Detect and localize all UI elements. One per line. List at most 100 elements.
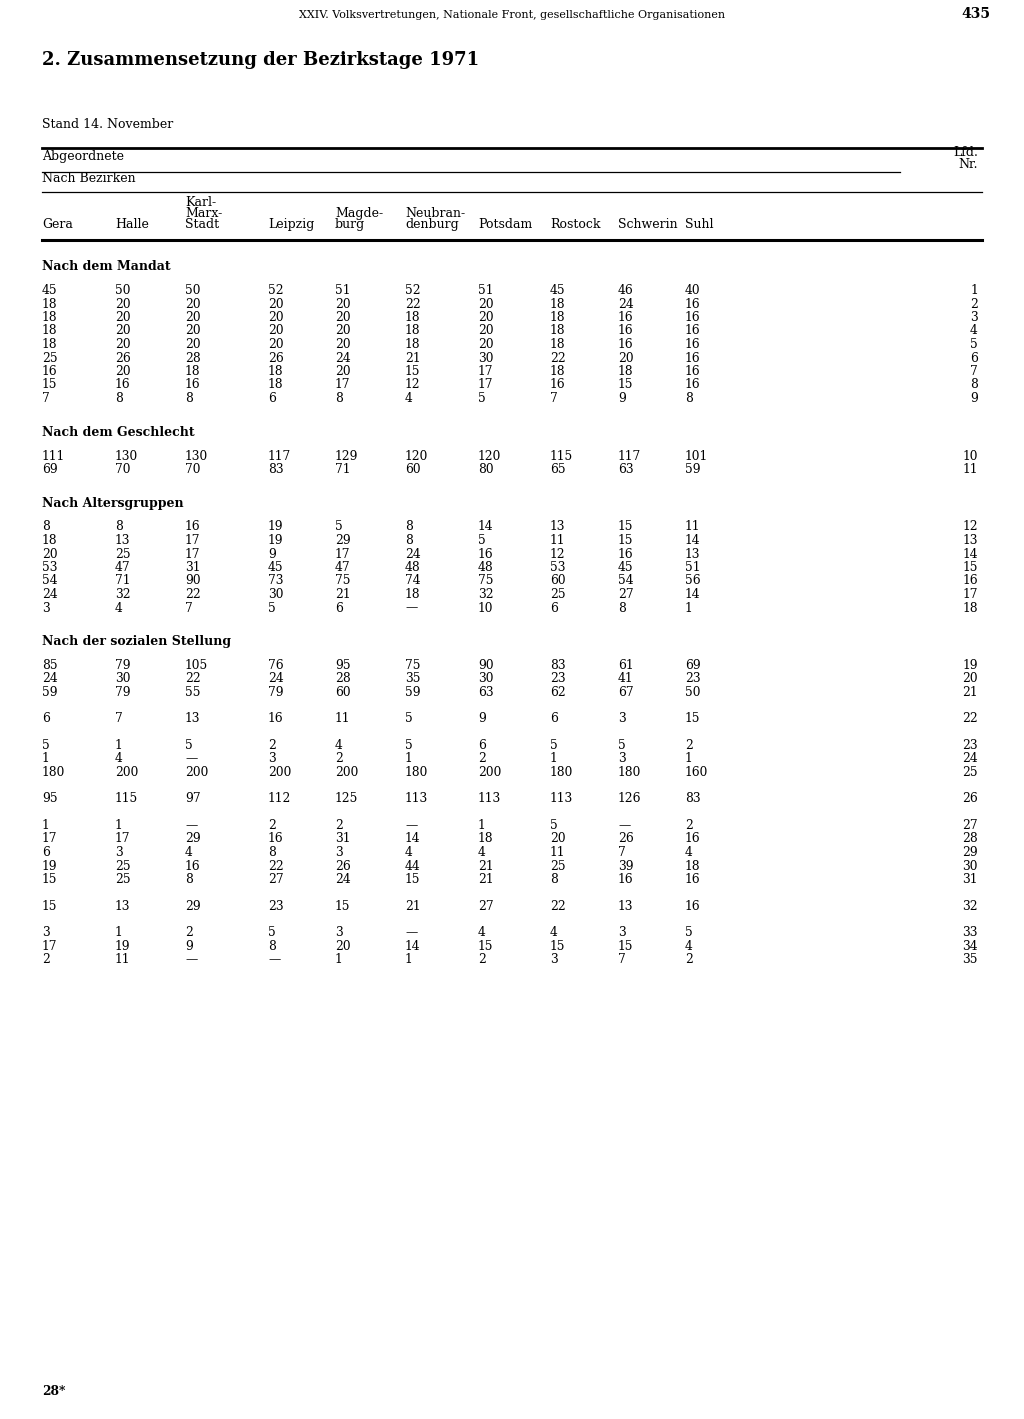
Text: 45: 45 (268, 561, 284, 575)
Text: 2: 2 (185, 927, 193, 939)
Text: 1: 1 (115, 819, 123, 832)
Text: 4: 4 (115, 752, 123, 765)
Text: 52: 52 (268, 284, 284, 297)
Text: 53: 53 (550, 561, 565, 575)
Text: 9: 9 (185, 939, 193, 952)
Text: 21: 21 (478, 860, 494, 873)
Text: Magde-: Magde- (335, 207, 383, 220)
Text: 21: 21 (478, 873, 494, 885)
Text: Rostock: Rostock (550, 219, 600, 231)
Text: 20: 20 (115, 311, 131, 324)
Text: 18: 18 (550, 338, 565, 350)
Text: 3: 3 (42, 602, 50, 614)
Text: 160: 160 (685, 766, 709, 779)
Text: 180: 180 (42, 766, 66, 779)
Text: 25: 25 (115, 548, 131, 561)
Text: 59: 59 (406, 685, 421, 700)
Text: 79: 79 (115, 658, 131, 673)
Text: 200: 200 (268, 766, 292, 779)
Text: 25: 25 (550, 860, 565, 873)
Text: 14: 14 (406, 939, 421, 952)
Text: Schwerin: Schwerin (618, 219, 678, 231)
Text: 25: 25 (963, 766, 978, 779)
Text: 6: 6 (42, 712, 50, 725)
Text: 8: 8 (970, 379, 978, 392)
Text: 28: 28 (963, 833, 978, 846)
Text: 13: 13 (963, 534, 978, 546)
Text: 52: 52 (406, 284, 421, 297)
Text: 74: 74 (406, 575, 421, 587)
Text: 4: 4 (685, 846, 693, 858)
Text: 17: 17 (115, 833, 130, 846)
Text: 20: 20 (335, 325, 350, 338)
Text: 1: 1 (42, 819, 50, 832)
Text: 60: 60 (550, 575, 565, 587)
Text: 9: 9 (970, 392, 978, 404)
Text: 20: 20 (478, 298, 494, 311)
Text: 3: 3 (618, 712, 626, 725)
Text: 20: 20 (478, 338, 494, 350)
Text: 95: 95 (42, 792, 57, 806)
Text: 95: 95 (335, 658, 350, 673)
Text: 28: 28 (335, 673, 351, 685)
Text: burg: burg (335, 219, 366, 231)
Text: 9: 9 (268, 548, 275, 561)
Text: —: — (406, 602, 417, 614)
Text: 1: 1 (550, 752, 558, 765)
Text: 1: 1 (685, 752, 693, 765)
Text: 3: 3 (971, 311, 978, 324)
Text: —: — (185, 819, 198, 832)
Text: Stadt: Stadt (185, 219, 219, 231)
Text: 18: 18 (963, 602, 978, 614)
Text: —: — (185, 954, 198, 966)
Text: 6: 6 (478, 739, 485, 752)
Text: 16: 16 (42, 365, 57, 377)
Text: 35: 35 (406, 673, 421, 685)
Text: 19: 19 (268, 521, 284, 534)
Text: 71: 71 (115, 575, 130, 587)
Text: 28: 28 (185, 352, 201, 365)
Text: —: — (268, 954, 281, 966)
Text: 6: 6 (42, 846, 50, 858)
Text: 7: 7 (185, 602, 193, 614)
Text: 13: 13 (550, 521, 565, 534)
Text: 47: 47 (335, 561, 350, 575)
Text: 17: 17 (42, 833, 57, 846)
Text: 5: 5 (550, 739, 558, 752)
Text: 113: 113 (550, 792, 573, 806)
Text: 17: 17 (335, 548, 350, 561)
Text: 8: 8 (115, 521, 123, 534)
Text: 29: 29 (963, 846, 978, 858)
Text: 40: 40 (685, 284, 700, 297)
Text: 125: 125 (335, 792, 358, 806)
Text: 18: 18 (406, 338, 421, 350)
Text: 22: 22 (185, 673, 201, 685)
Text: 18: 18 (550, 298, 565, 311)
Text: 11: 11 (115, 954, 130, 966)
Text: 20: 20 (618, 352, 634, 365)
Text: 4: 4 (478, 927, 485, 939)
Text: 20: 20 (115, 365, 131, 377)
Text: 12: 12 (550, 548, 565, 561)
Text: 23: 23 (550, 673, 565, 685)
Text: 180: 180 (550, 766, 573, 779)
Text: 20: 20 (478, 311, 494, 324)
Text: 15: 15 (406, 365, 421, 377)
Text: 24: 24 (42, 673, 57, 685)
Text: 30: 30 (478, 352, 494, 365)
Text: 50: 50 (185, 284, 201, 297)
Text: 2: 2 (335, 752, 343, 765)
Text: 20: 20 (185, 325, 201, 338)
Text: 25: 25 (115, 873, 131, 885)
Text: 67: 67 (618, 685, 634, 700)
Text: 3: 3 (618, 752, 626, 765)
Text: 5: 5 (268, 602, 275, 614)
Text: 46: 46 (618, 284, 634, 297)
Text: 16: 16 (685, 873, 700, 885)
Text: 15: 15 (335, 900, 350, 912)
Text: XXIV. Volksvertretungen, Nationale Front, gesellschaftliche Organisationen: XXIV. Volksvertretungen, Nationale Front… (299, 10, 725, 20)
Text: 5: 5 (550, 819, 558, 832)
Text: 18: 18 (406, 587, 421, 602)
Text: Marx-: Marx- (185, 207, 222, 220)
Text: 4: 4 (478, 846, 485, 858)
